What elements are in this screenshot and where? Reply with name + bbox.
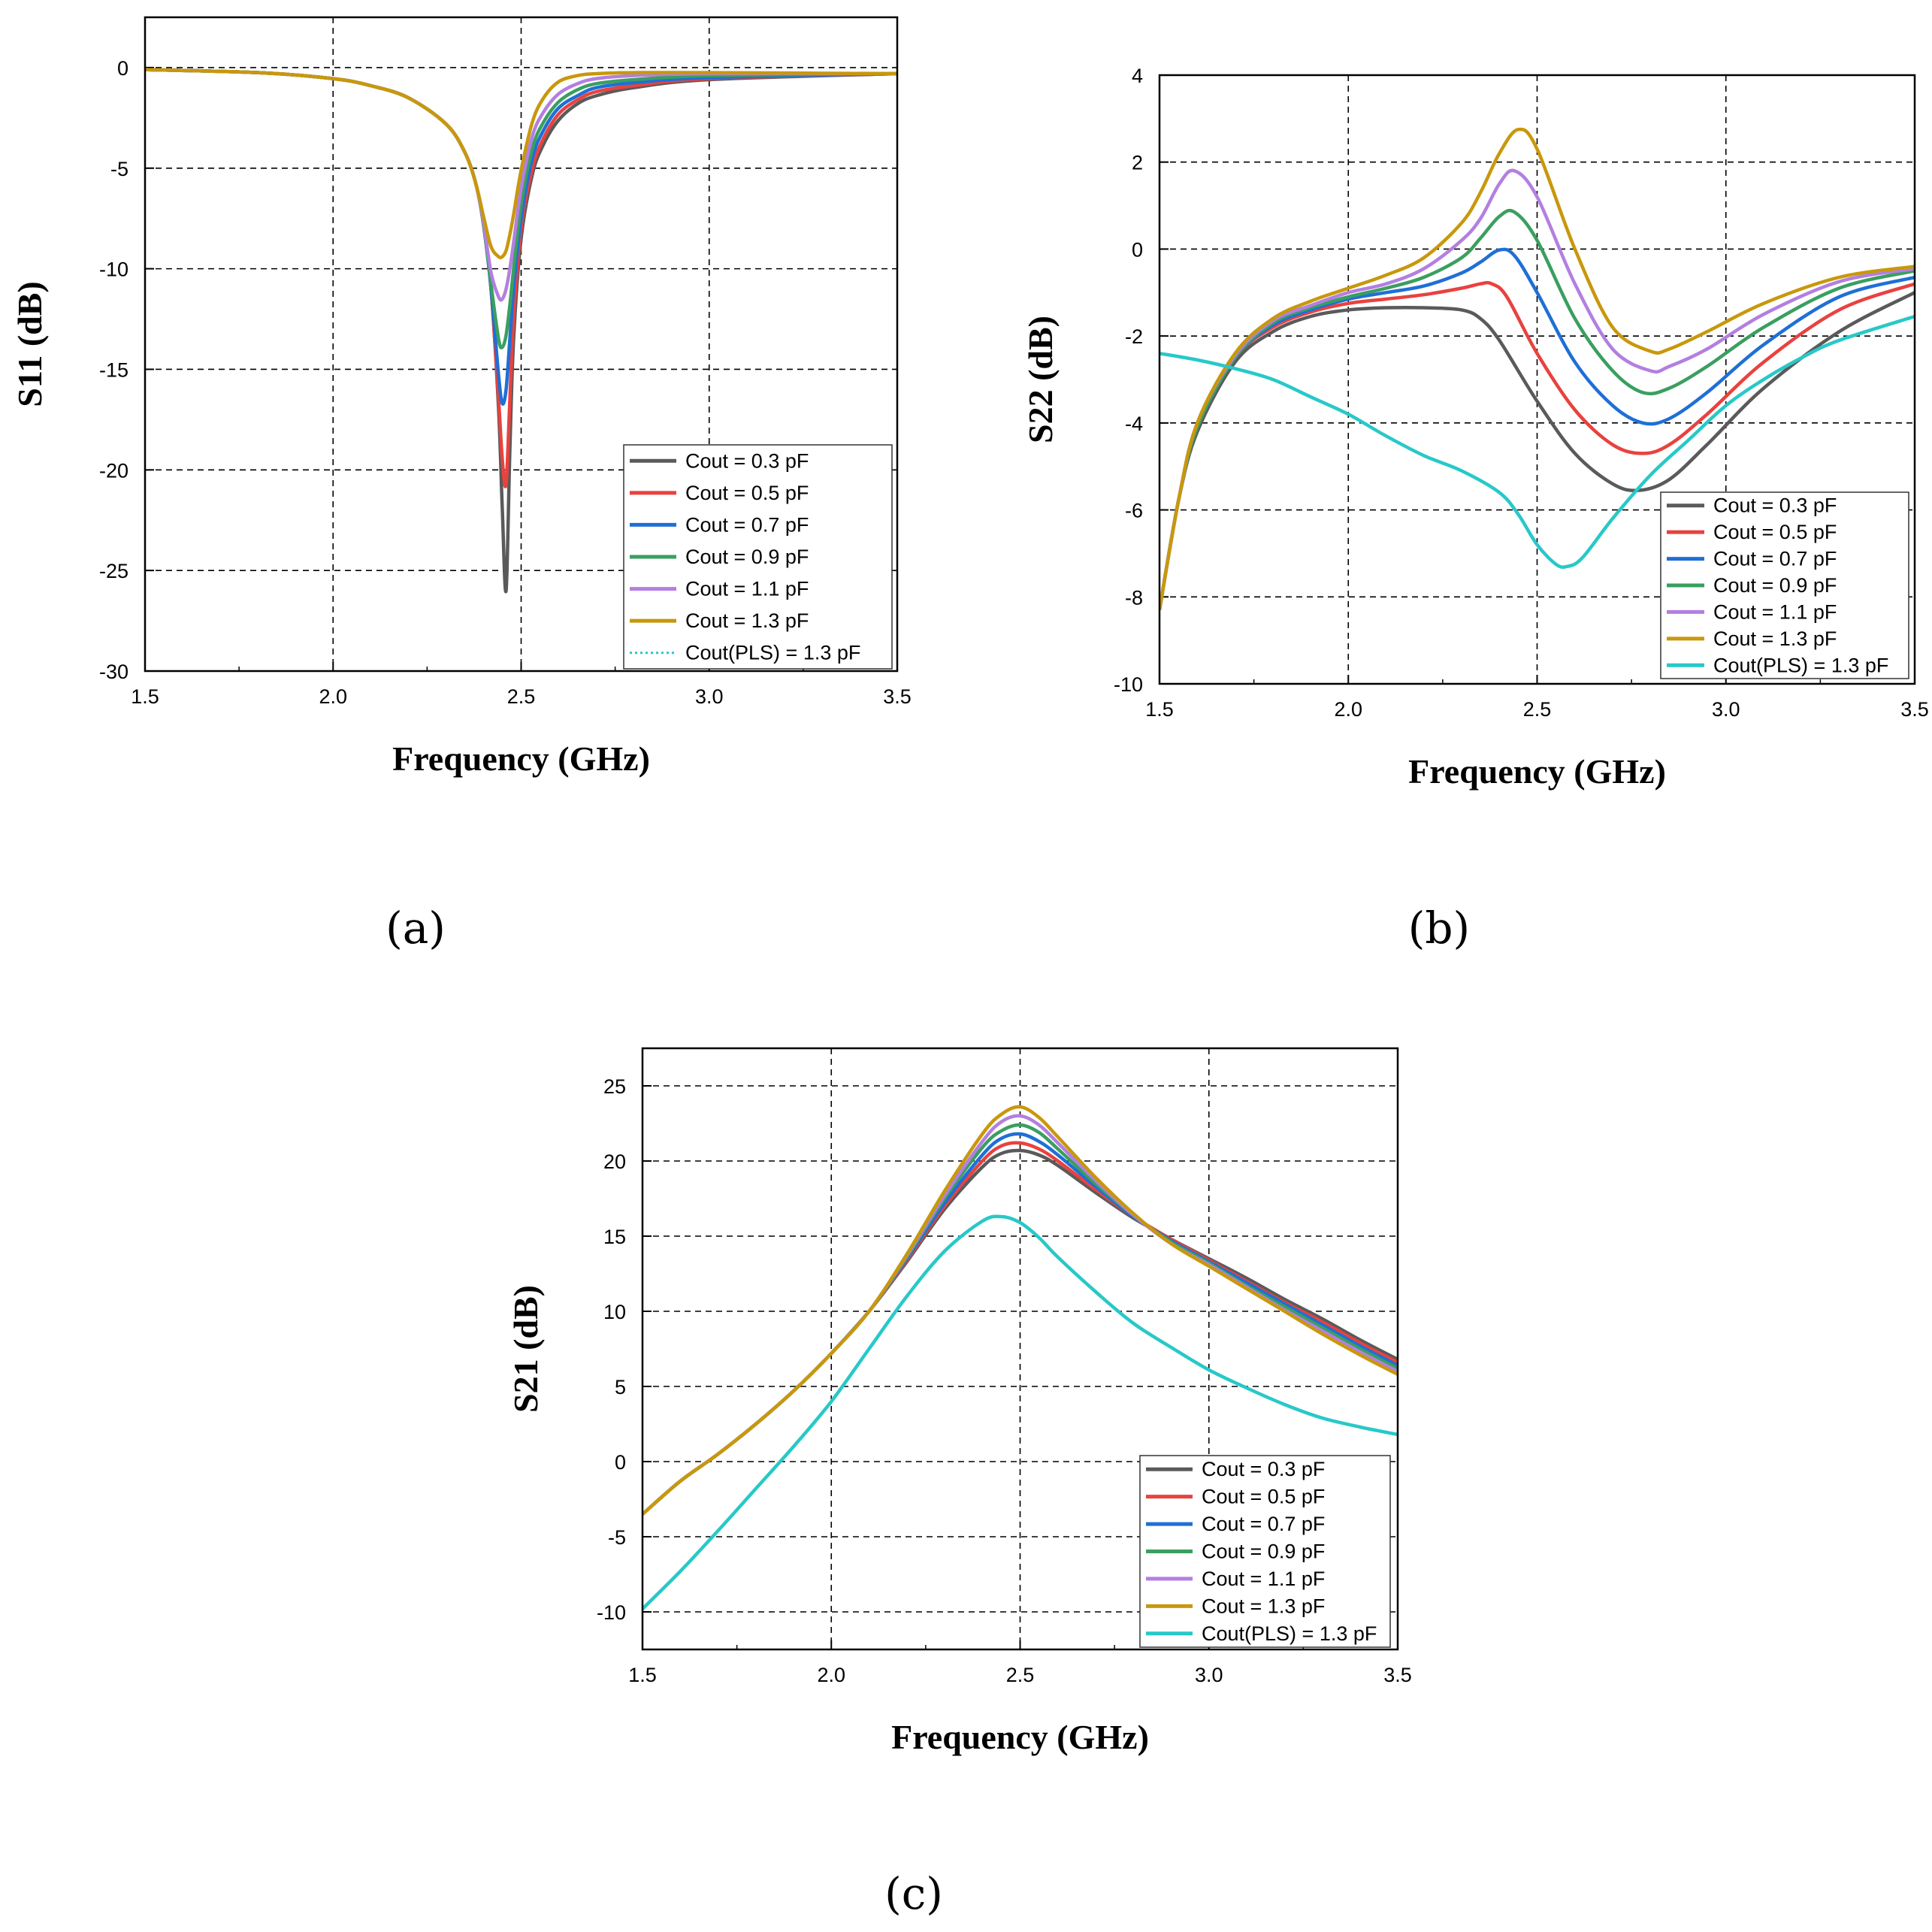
plot-frame [641,1047,1399,1651]
legend-label: Cout = 1.1 pF [1713,600,1837,623]
panel-label: (b) [1408,903,1470,954]
x-tick-label: 3.5 [883,685,912,708]
panel-label: (c) [884,1868,943,1919]
x-tick-label: 2.5 [1523,698,1552,721]
y-tick-label: -2 [1125,325,1143,348]
y-tick-label: -25 [99,560,128,582]
y-tick-label: -10 [597,1601,626,1624]
x-tick-label: 3.0 [1195,1664,1223,1686]
legend-label: Cout = 0.9 pF [1202,1540,1325,1563]
x-tick-label: 2.0 [817,1664,845,1686]
y-tick-label: -30 [99,661,128,683]
x-axis-title: Frequency (GHz) [1408,752,1666,791]
legend-label: Cout = 0.9 pF [685,546,809,568]
x-tick-label: 1.5 [628,1664,657,1686]
panel-c-s21-chart: 1.5 2.0 2.5 3.0 3.5 25 20 15 10 5 0 -5 -10 Frequency … [506,1047,1412,1919]
panel-a-s11-chart: 1.5 2.0 2.5 3.0 3.5 0 -5 -10 -15 -20 -25 -30 Frequen… [11,16,912,954]
y-tick-label: -15 [99,358,128,381]
legend-label: Cout = 0.9 pF [1713,574,1837,597]
y-tick-label: -5 [110,158,128,180]
y-tick-label: 10 [603,1301,626,1323]
y-tick-label: 4 [1132,65,1143,87]
x-tick-label: 3.0 [695,685,724,708]
panel-b-s22-chart: 1.5 2.0 2.5 3.0 3.5 4 2 0 -2 -4 -6 -8 -10 Frequency (… [1021,65,1929,954]
y-axis-title: S22 (dB) [1021,316,1060,443]
legend-label: Cout = 1.1 pF [685,578,809,600]
legend-label: Cout = 1.3 pF [1202,1595,1325,1617]
series-line [642,1105,1398,1516]
series-line [1160,127,1915,610]
legend-label: Cout = 0.7 pF [1713,548,1837,570]
legend-label: Cout = 0.7 pF [685,513,809,536]
legend-label: Cout = 0.5 pF [685,482,809,504]
y-tick-label: 0 [1132,238,1143,261]
series-line [145,68,897,488]
y-tick-label: 15 [603,1226,626,1248]
y-tick-label: 5 [615,1376,626,1398]
legend-label: Cout = 1.1 pF [1202,1568,1325,1590]
series-line [1160,314,1915,570]
y-tick-label: 20 [603,1150,626,1173]
panel-label: (a) [385,903,446,954]
y-axis-title: S21 (dB) [506,1285,545,1413]
x-tick-label: 2.0 [1334,698,1362,721]
legend-label: Cout(PLS) = 1.3 pF [685,642,860,664]
legend-label: Cout = 0.5 pF [1202,1486,1325,1508]
y-tick-label: -6 [1125,500,1143,522]
x-axis-title: Frequency (GHz) [392,739,650,778]
x-tick-label: 1.5 [1145,698,1174,721]
y-tick-label: -4 [1125,413,1143,435]
x-tick-label: 3.0 [1712,698,1740,721]
legend-label: Cout(PLS) = 1.3 pF [1713,654,1888,676]
x-tick-label: 2.5 [1006,1664,1035,1686]
plot-frame [144,16,899,673]
y-tick-label: 0 [615,1451,626,1474]
y-axis-title: S11 (dB) [11,281,49,407]
legend-label: Cout(PLS) = 1.3 pF [1202,1622,1377,1645]
y-tick-label: 2 [1132,152,1143,174]
legend-label: Cout = 1.3 pF [1713,627,1837,650]
legend-label: Cout = 0.3 pF [685,449,809,472]
legend-label: Cout = 0.7 pF [1202,1513,1325,1535]
x-tick-label: 2.0 [319,685,347,708]
series-line [145,68,897,260]
legend-label: Cout = 0.3 pF [1713,494,1837,517]
legend-label: Cout = 0.3 pF [1202,1458,1325,1480]
x-tick-label: 3.5 [1383,1664,1412,1686]
y-tick-label: -20 [99,459,128,482]
y-tick-label: 0 [117,57,128,80]
x-tick-label: 3.5 [1900,698,1929,721]
x-tick-label: 2.5 [507,685,536,708]
y-tick-label: 25 [603,1075,626,1098]
y-tick-label: -10 [1114,673,1143,696]
legend-label: Cout = 1.3 pF [685,609,809,632]
y-tick-label: -10 [99,259,128,281]
x-axis-title: Frequency (GHz) [891,1718,1149,1756]
legend-label: Cout = 0.5 pF [1713,521,1837,543]
x-tick-label: 1.5 [131,685,159,708]
series-line [642,1214,1398,1610]
y-tick-label: -5 [608,1526,626,1549]
plot-frame [1158,74,1916,685]
y-tick-label: -8 [1125,586,1143,609]
